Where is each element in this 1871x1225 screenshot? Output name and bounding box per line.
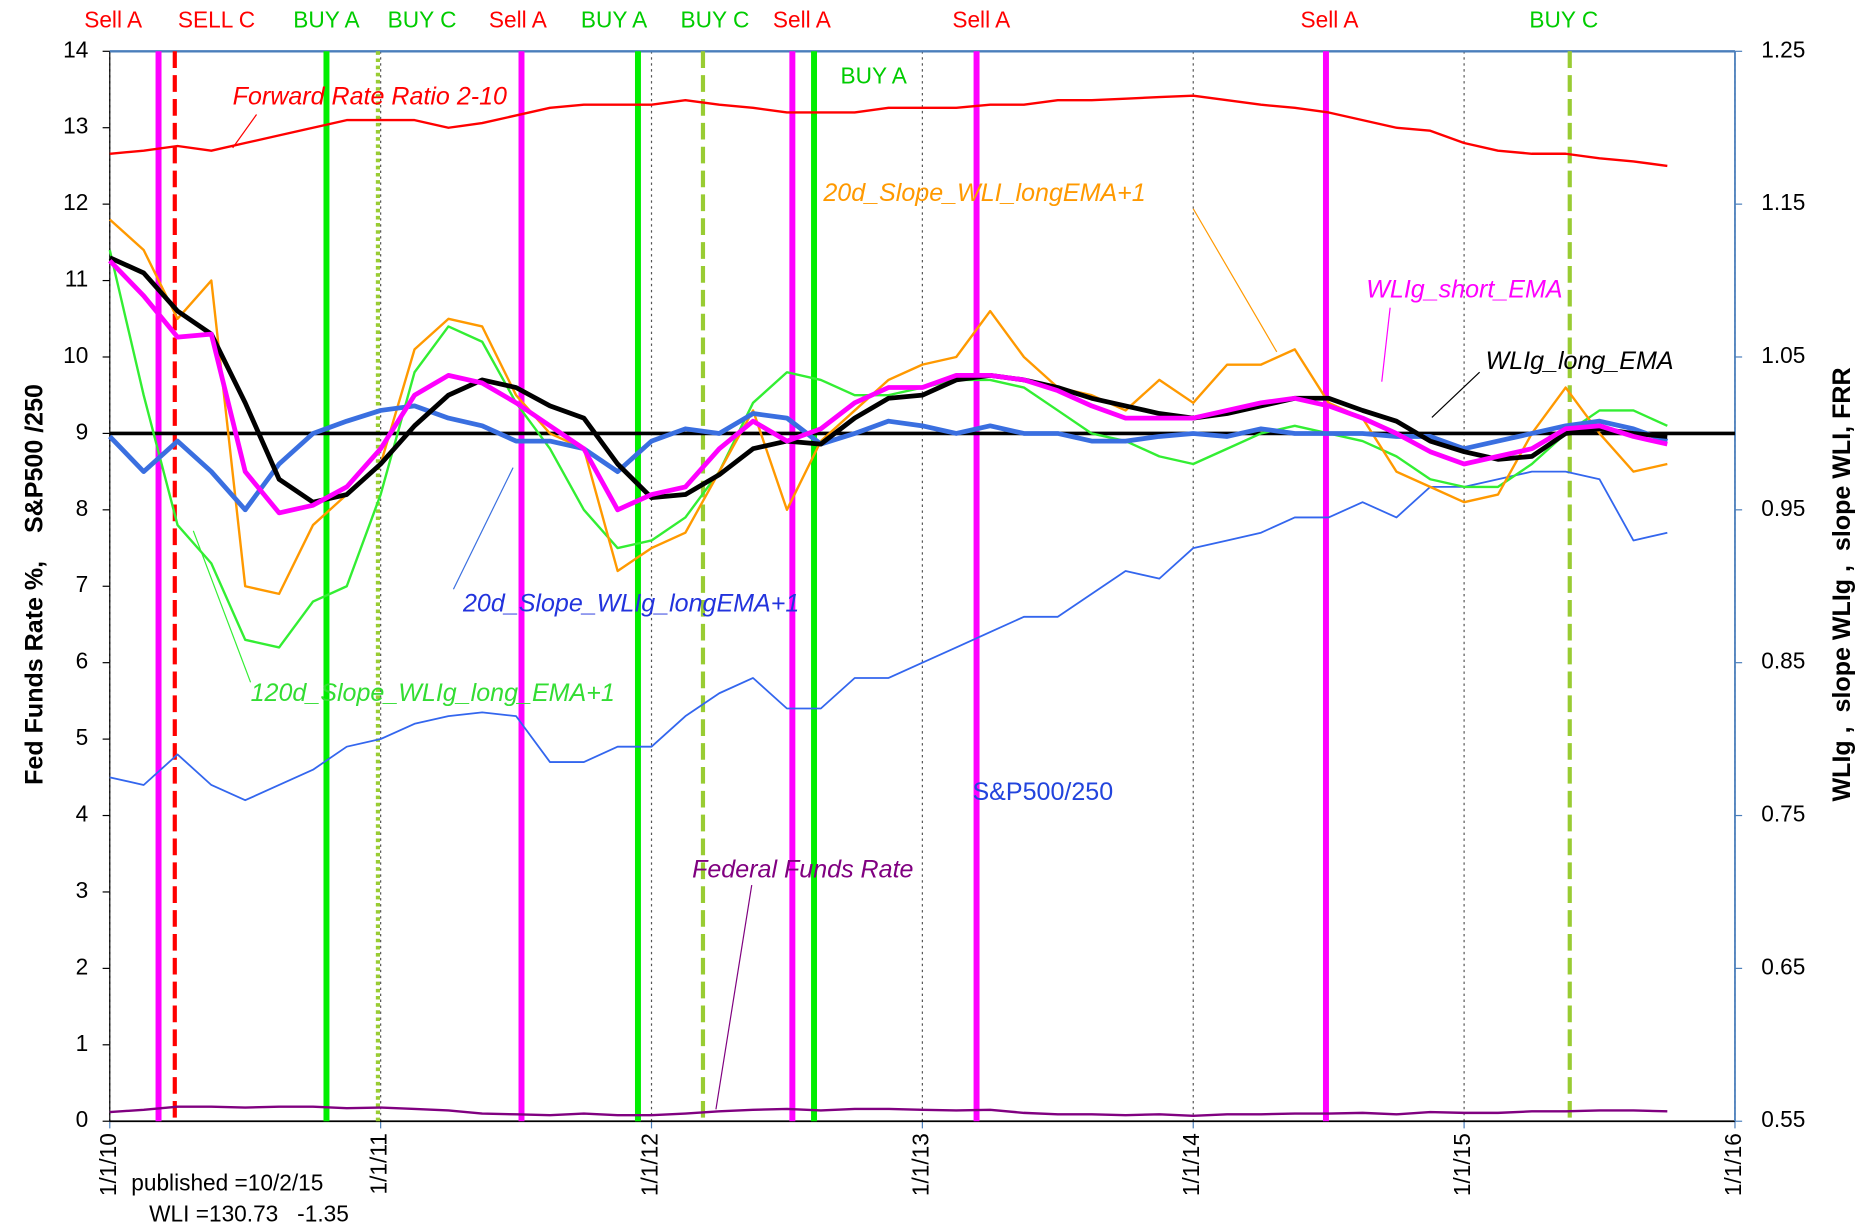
- y-tick-label: 2: [76, 953, 89, 979]
- series-label: WLIg_long_EMA: [1486, 347, 1674, 375]
- series-line: [108, 259, 1668, 516]
- y2-tick-label: 1.05: [1761, 342, 1805, 368]
- series-line: [109, 470, 1668, 802]
- y-axis-title: Fed Funds Rate %, S&P500 /250: [20, 384, 48, 785]
- y-tick-label: 11: [65, 266, 89, 292]
- signal-label: Sell A: [773, 6, 832, 32]
- signal-label: BUY A: [841, 63, 908, 89]
- leader-line: [1381, 307, 1391, 382]
- series-label: 20d_Slope_WLI_longEMA+1: [822, 179, 1145, 207]
- y-tick-label: 7: [76, 571, 89, 597]
- series-label: WLIg_short_EMA: [1366, 276, 1562, 304]
- series-line: [108, 255, 1668, 505]
- signal-label: BUY A: [581, 6, 648, 32]
- y-tick-label: 3: [76, 877, 89, 903]
- y2-tick-label: 0.65: [1761, 953, 1805, 979]
- y-tick-label: 10: [63, 342, 88, 368]
- y-tick-label: 1: [76, 1030, 89, 1056]
- note: published =10/2/15: [131, 1169, 323, 1195]
- signal-label: BUY A: [293, 6, 360, 32]
- signal-label: Sell A: [1301, 6, 1360, 32]
- x-tick-label: 1/1/13: [907, 1133, 933, 1196]
- series-line: [109, 1105, 1668, 1118]
- leader-line: [232, 114, 258, 149]
- signal-label: SELL C: [178, 6, 255, 32]
- series-label: Forward Rate Ratio 2-10: [233, 82, 507, 110]
- leader-line: [1431, 371, 1481, 418]
- series-label: 120d_Slope_WLIg_long_EMA+1: [251, 679, 615, 707]
- series-line: [108, 403, 1669, 513]
- y-tick-label: 8: [76, 495, 89, 521]
- y2-tick-label: 0.85: [1761, 648, 1805, 674]
- series-line: [108, 249, 1668, 649]
- signal-label: Sell A: [84, 6, 143, 32]
- x-tick-label: 1/1/10: [95, 1133, 121, 1196]
- leader-line: [715, 884, 753, 1110]
- leader-line: [452, 467, 514, 590]
- y2-tick-label: 1.15: [1761, 189, 1805, 215]
- y-tick-label: 13: [63, 113, 88, 139]
- y-tick-label: 12: [63, 189, 88, 215]
- series-label: Federal Funds Rate: [692, 855, 913, 883]
- y-tick-label: 14: [63, 36, 88, 62]
- y2-tick-label: 1.25: [1761, 36, 1805, 62]
- x-tick-label: 1/1/12: [636, 1133, 662, 1196]
- y2-tick-label: 0.75: [1761, 801, 1805, 827]
- y-tick-label: 0: [76, 1106, 89, 1132]
- series-label: 20d_Slope_WLIg_longEMA+1: [462, 589, 799, 617]
- x-tick-label: 1/1/11: [366, 1133, 392, 1194]
- series-line: [109, 94, 1668, 168]
- y-tick-label: 4: [76, 801, 89, 827]
- leader-line: [1192, 208, 1278, 353]
- y-tick-label: 9: [76, 418, 89, 444]
- signal-label: BUY C: [388, 6, 457, 32]
- y-tick-label: 6: [76, 648, 89, 674]
- series-label: S&P500/250: [972, 778, 1113, 806]
- signal-label: BUY C: [680, 6, 749, 32]
- signal-label: BUY C: [1529, 6, 1598, 32]
- y2-tick-label: 0.95: [1761, 495, 1805, 521]
- signal-label: Sell A: [489, 6, 548, 32]
- x-tick-label: 1/1/16: [1720, 1133, 1746, 1196]
- y2-axis-title: WLIg , slope WLIg , slope WLI, FRR: [1828, 367, 1856, 801]
- x-tick-label: 1/1/15: [1449, 1133, 1475, 1196]
- leader-line: [192, 530, 252, 683]
- signal-label: Sell A: [952, 6, 1011, 32]
- y-tick-label: 5: [76, 724, 89, 750]
- x-tick-label: 1/1/14: [1178, 1133, 1204, 1196]
- note: WLI =130.73 -1.35: [149, 1200, 349, 1225]
- y2-tick-label: 0.55: [1761, 1106, 1805, 1132]
